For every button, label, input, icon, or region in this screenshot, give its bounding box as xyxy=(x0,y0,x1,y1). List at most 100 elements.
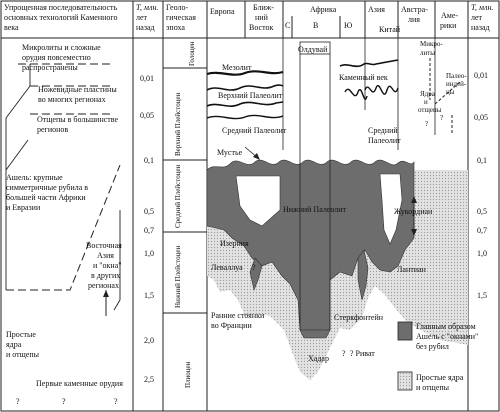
label-microlites-au-1: Микро- xyxy=(420,40,443,48)
legend-light-1: Простые ядра xyxy=(416,373,464,382)
left-title-line2: основных технологий Каменного xyxy=(4,13,117,22)
legend-light-2: и отщепы xyxy=(416,383,450,392)
left-title-line1: Упрощенная последовательность xyxy=(4,3,118,12)
time-label-line1: T, млн. xyxy=(136,3,158,12)
header-africa: Африка xyxy=(310,5,337,14)
left-text-acheulean-2: симметричные рубила в xyxy=(6,183,88,192)
tick-left-0-7: 0,7 xyxy=(144,226,154,235)
left-text-east-asia-4: в других xyxy=(91,271,120,280)
time-label-line3: назад xyxy=(136,23,155,32)
tick-left-0-01: 0,01 xyxy=(140,74,154,83)
window-ne xyxy=(235,175,281,227)
time-label-line2: лет xyxy=(136,13,148,22)
legend-dark-1: Главным образом xyxy=(416,322,476,331)
label-rivat-qmark: ? xyxy=(342,349,346,358)
header-australia-2: лия xyxy=(408,15,420,24)
label-early-sites-1: Ранние стоянки xyxy=(211,311,265,320)
header-australia-1: Австра- xyxy=(401,5,428,14)
label-stone-age: Каменный век xyxy=(339,73,388,82)
label-izernia: Изерния xyxy=(220,239,249,248)
tick-left-0-05: 0,05 xyxy=(140,111,154,120)
label-lantian: Лантиан xyxy=(397,265,427,274)
header-america-2: рики xyxy=(440,21,457,30)
label-olduvai: Олдувай xyxy=(298,45,328,54)
tick-left-2-5: 2,5 xyxy=(144,375,154,384)
epoch-middle-pleistocene: Средний Плейстоцен xyxy=(174,164,182,228)
tick-right-1-0: 1,0 xyxy=(477,249,487,258)
label-mustye: Мустье xyxy=(217,148,243,157)
time-axis-right: 0,01 0,05 0,1 0,5 0,7 1,0 1,5 xyxy=(474,71,488,300)
label-zhukordian: Жукордиан xyxy=(394,207,433,216)
acheulean-dashed-line xyxy=(6,164,121,291)
label-cores-au-3: отщепы xyxy=(418,106,442,114)
epoch-pliocene: Плиоцен xyxy=(184,361,192,388)
tick-right-0-5: 0,5 xyxy=(477,207,487,216)
time-label-right-3: назад xyxy=(471,23,490,32)
label-paleoind-3: цы xyxy=(446,88,455,96)
left-text-flakes-1: Отщепы в большинстве xyxy=(37,115,119,124)
label-microlites-au-2: литы xyxy=(420,49,435,57)
epoch-label-line2: гическая xyxy=(166,13,196,22)
legend-dark-2: Ашель с "окнами" xyxy=(416,332,478,341)
label-hadar: Хадар xyxy=(308,354,329,363)
header-america-1: Аме- xyxy=(441,11,458,20)
label-upper-paleo: Верхний Палеолит xyxy=(218,91,283,100)
left-text-flakes-2: регионов xyxy=(37,125,68,134)
label-middle-paleo: Средний Палеолит xyxy=(222,126,287,135)
left-text-microlites-3: распространены xyxy=(22,63,78,72)
tick-left-1-0: 1,0 xyxy=(144,249,154,258)
header-near-east-1: Ближ- xyxy=(253,3,274,12)
left-text-east-asia-1: Восточная xyxy=(86,241,122,250)
mesolit-line xyxy=(206,70,284,76)
left-qmark-1: ? xyxy=(16,397,20,406)
tick-right-0-7: 0,7 xyxy=(477,226,487,235)
epoch-lower-pleistocene: Нижний Плейстоцен xyxy=(174,246,182,308)
label-cores-au-1: Ядра xyxy=(420,90,436,98)
legend-swatch-dark xyxy=(397,321,413,341)
label-levallua: Леваллуа xyxy=(211,263,243,272)
sequence-solid-line xyxy=(5,64,31,290)
label-rivat: ? Риват xyxy=(350,349,375,358)
header-africa-yu: Ю xyxy=(344,21,352,30)
left-title-line3: века xyxy=(4,23,19,32)
tick-right-0-1: 0,1 xyxy=(477,156,487,165)
left-text-simple-cores-3: и отщепы xyxy=(6,350,40,359)
tick-left-0-1: 0,1 xyxy=(144,156,154,165)
left-text-acheulean-1: Ашель: крупные xyxy=(6,173,63,182)
header-africa-c: С xyxy=(285,21,290,30)
left-qmark-3: ? xyxy=(114,397,118,406)
label-early-sites-2: во Франции xyxy=(211,321,252,330)
tick-right-1-5: 1,5 xyxy=(477,291,487,300)
label-lower-paleo: Нижний Палеолит xyxy=(283,205,347,214)
left-text-first-tools: Первые каменные орудия xyxy=(36,379,123,388)
label-mesolit: Мезолит xyxy=(222,63,252,72)
header-africa-v: В xyxy=(313,21,318,30)
epoch-holocene: Голоцен xyxy=(188,41,196,66)
header-europe: Европа xyxy=(210,7,235,16)
time-label-right-1: T, млн. xyxy=(471,3,493,12)
legend-dark-3: без рубил xyxy=(416,342,449,351)
label-paleoind-1: Палео- xyxy=(446,72,467,80)
epoch-label-line3: эпоха xyxy=(166,23,185,32)
tick-left-2-0: 2,0 xyxy=(144,336,154,345)
left-text-acheulean-4: и Евразии xyxy=(6,203,41,212)
left-text-blades-1: Ножевидные пластины xyxy=(38,85,117,94)
window-asia xyxy=(379,173,403,245)
tick-left-0-5: 0,5 xyxy=(144,207,154,216)
australia-qmark: ? xyxy=(425,120,428,128)
tick-right-0-05: 0,05 xyxy=(474,113,488,122)
left-text-microlites-2: орудия повсеместно xyxy=(22,53,91,62)
left-text-simple-cores-1: Простые xyxy=(6,330,36,339)
epoch-label-line1: Геоло- xyxy=(166,3,188,12)
america-qmark: ? xyxy=(440,114,443,122)
time-label-right-2: лет xyxy=(471,13,483,22)
left-text-east-asia-2: Азия xyxy=(97,251,114,260)
epoch-upper-pleistocene: Верхний Плейстоцен xyxy=(174,92,182,156)
header-asia: Азия xyxy=(368,5,385,14)
header-china: Китай xyxy=(379,25,401,34)
left-text-east-asia-3: и "окна" xyxy=(93,261,122,270)
left-text-simple-cores-2: ядра xyxy=(6,340,22,349)
header-near-east-2: ний xyxy=(255,13,269,22)
